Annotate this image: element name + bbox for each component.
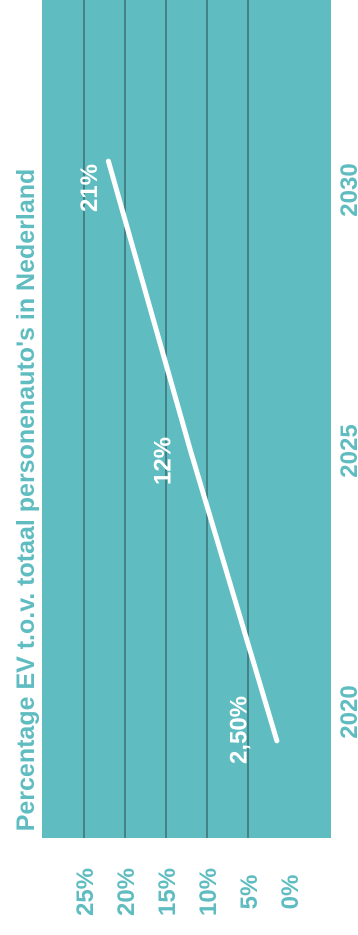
x-tick-2020: 2020 <box>336 685 358 738</box>
y-tick-15: 15% <box>154 868 181 916</box>
data-label-2020: 2,50% <box>226 696 253 764</box>
data-label-2025: 12% <box>150 437 177 485</box>
x-tick-2025: 2025 <box>336 424 358 477</box>
x-tick-2030: 2030 <box>336 163 358 216</box>
y-tick-20: 20% <box>113 868 140 916</box>
data-labels: 2,50% 12% 21% <box>76 164 253 764</box>
data-label-2030: 21% <box>76 164 103 212</box>
plot-background <box>42 0 331 838</box>
chart-title: Percentage EV t.o.v. totaal personenauto… <box>12 169 40 832</box>
x-axis-ticks: 2020 2025 2030 <box>336 163 358 738</box>
series-line <box>105 158 280 744</box>
y-tick-5: 5% <box>236 875 263 910</box>
y-axis-ticks: 0% 5% 10% 15% 20% 25% <box>72 868 304 916</box>
gridlines <box>83 0 249 838</box>
y-tick-0: 0% <box>277 875 304 910</box>
y-tick-25: 25% <box>72 868 99 916</box>
y-tick-10: 10% <box>195 868 222 916</box>
